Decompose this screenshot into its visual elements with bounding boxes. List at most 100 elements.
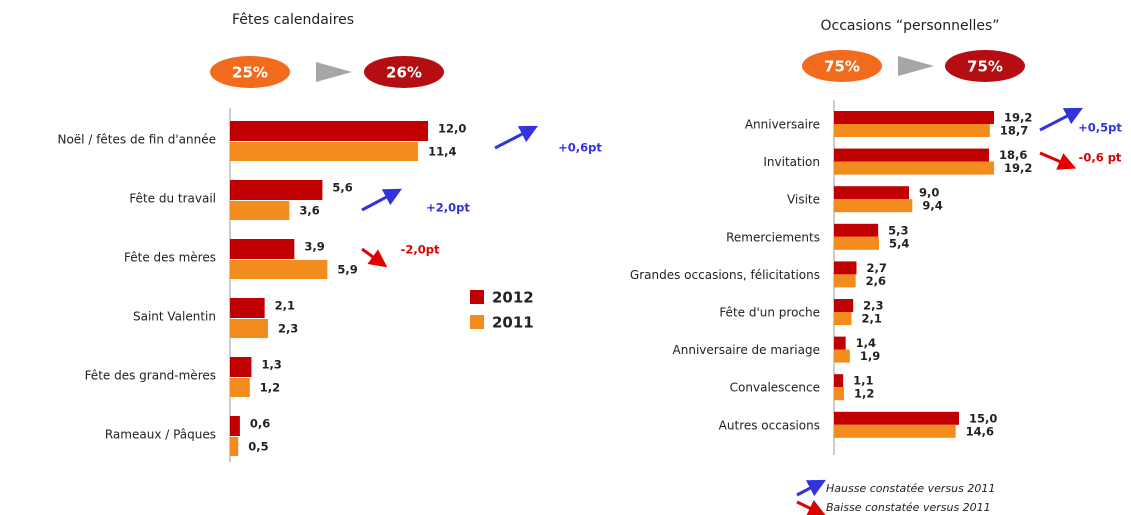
trend-arrow (796, 500, 827, 515)
category-label: Fête des grand-mères (85, 369, 216, 383)
bar (230, 180, 323, 200)
bar (230, 378, 250, 397)
bar (834, 124, 990, 137)
bar (834, 299, 854, 312)
annotation: +0,6pt (558, 141, 602, 155)
footer-note: Hausse constatée versus 2011 (826, 482, 995, 495)
value-label: 5,6 (332, 181, 352, 195)
value-label: 19,2 (1004, 161, 1032, 175)
value-label: 1,1 (853, 374, 873, 388)
share-badge (364, 56, 444, 88)
bar (230, 298, 265, 318)
bar (230, 319, 268, 338)
value-label: 5,9 (337, 263, 357, 277)
trend-arrow (796, 479, 826, 497)
bar (834, 111, 994, 124)
bar (230, 437, 239, 456)
bar (834, 336, 846, 350)
transition-arrow (316, 62, 352, 82)
value-label: 5,4 (889, 236, 909, 250)
bar (230, 260, 328, 279)
value-label: 9,4 (922, 199, 942, 213)
share-label: 75% (824, 58, 860, 76)
trend-arrow (361, 247, 388, 268)
trend-arrow (1039, 107, 1084, 132)
transition-arrow (898, 56, 934, 76)
category-label: Visite (787, 193, 820, 207)
category-label: Grandes occasions, félicitations (630, 268, 820, 282)
bar (834, 374, 844, 388)
bar (834, 424, 956, 438)
value-label: 1,2 (260, 381, 280, 395)
value-label: 2,6 (866, 274, 886, 288)
legend-swatch (470, 290, 484, 304)
bar (230, 239, 295, 259)
value-label: 9,0 (919, 186, 939, 200)
share-label: 25% (232, 64, 268, 82)
value-label: 1,9 (860, 349, 880, 363)
bar (834, 199, 913, 213)
bar (834, 161, 994, 175)
value-label: 1,2 (854, 387, 874, 401)
category-label: Autres occasions (719, 418, 820, 432)
value-label: 2,3 (278, 322, 298, 336)
value-label: 2,7 (867, 261, 887, 275)
value-label: 5,3 (888, 223, 908, 237)
share-label: 26% (386, 64, 422, 82)
category-label: Rameaux / Pâques (105, 428, 216, 442)
category-label: Fête d'un proche (719, 306, 820, 320)
category-label: Noël / fêtes de fin d'année (57, 133, 216, 147)
bar (834, 236, 879, 250)
bar (230, 142, 419, 161)
category-label: Invitation (763, 155, 820, 169)
bar (834, 411, 959, 425)
value-label: 12,0 (438, 122, 466, 136)
bar (834, 274, 856, 288)
value-label: 3,6 (299, 204, 319, 218)
bar (834, 261, 857, 275)
share-badge (210, 56, 290, 88)
share-badge (802, 50, 882, 82)
bar (230, 357, 252, 377)
share-badge (945, 50, 1025, 82)
category-label: Saint Valentin (133, 310, 216, 324)
legend-label: 2012 (492, 289, 534, 307)
value-label: 0,6 (250, 417, 270, 431)
value-label: 1,3 (261, 358, 281, 372)
bar (834, 186, 909, 200)
bar (834, 148, 989, 162)
legend-swatch (470, 315, 484, 329)
chart-title: Fêtes calendaires (232, 12, 354, 28)
share-label: 75% (967, 58, 1003, 76)
value-label: 18,6 (999, 148, 1027, 162)
annotation: -2,0pt (401, 243, 440, 257)
annotation: -0,6 pt (1079, 151, 1122, 165)
category-label: Convalescence (730, 381, 820, 395)
value-label: 2,3 (863, 299, 883, 313)
bar (834, 312, 852, 325)
value-label: 1,4 (856, 336, 876, 350)
legend-label: 2011 (492, 314, 534, 332)
value-label: 2,1 (275, 299, 295, 313)
trend-arrow (1039, 151, 1077, 170)
bar (834, 349, 850, 363)
category-label: Fête des mères (124, 251, 216, 265)
value-label: 3,9 (304, 240, 324, 254)
trend-arrow (494, 125, 539, 150)
value-label: 14,6 (966, 424, 994, 438)
bar (834, 387, 844, 401)
value-label: 15,0 (969, 411, 997, 425)
value-label: 0,5 (248, 440, 268, 454)
annotation: +0,5pt (1078, 121, 1122, 135)
footer-note: Baisse constatée versus 2011 (826, 501, 991, 514)
value-label: 11,4 (428, 145, 456, 159)
bar (834, 223, 879, 237)
value-label: 19,2 (1004, 111, 1032, 125)
category-label: Remerciements (726, 230, 820, 244)
value-label: 18,7 (1000, 124, 1028, 138)
bar (230, 201, 290, 220)
trend-arrow (361, 188, 402, 212)
chart-title: Occasions “personnelles” (820, 18, 999, 34)
bar (230, 416, 240, 436)
